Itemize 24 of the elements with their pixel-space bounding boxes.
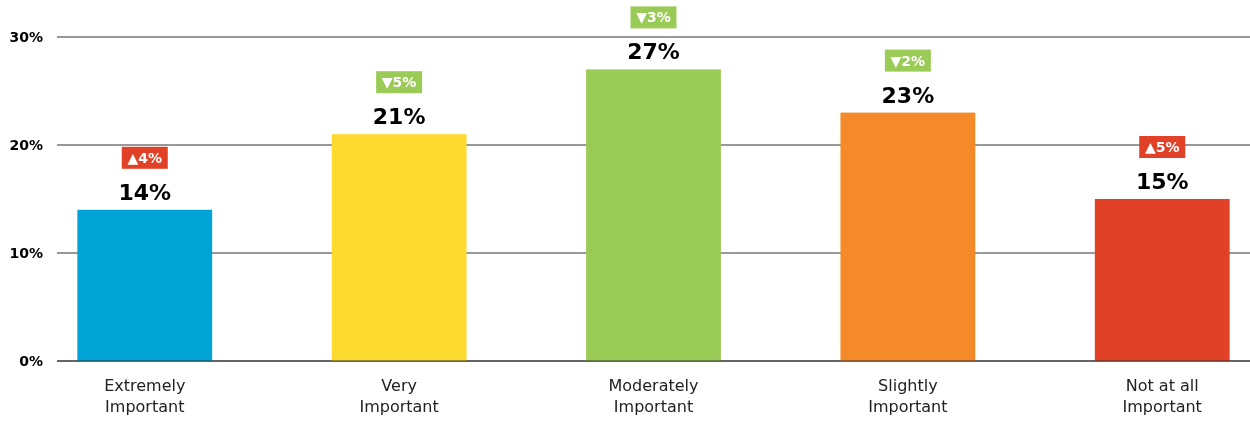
data-label: 15% xyxy=(1135,169,1189,194)
data-label: 27% xyxy=(627,39,680,65)
annotation: ▲4% xyxy=(127,149,163,166)
x-tick-label: Not at all Important xyxy=(1122,376,1202,416)
data-label: 21% xyxy=(372,104,426,130)
x-tick-label: Extremely Important xyxy=(104,376,186,416)
bar xyxy=(77,209,213,361)
bar xyxy=(331,134,467,361)
x-tick-label: Slightly Important xyxy=(868,376,948,416)
x-tick-label: Very Important xyxy=(359,376,439,416)
text: ▼3% xyxy=(636,9,671,26)
y-tick-label: 30% xyxy=(9,28,43,45)
bar xyxy=(840,112,976,361)
y-tick-label: 0% xyxy=(19,352,43,369)
annotation: ▼5% xyxy=(381,74,417,91)
bar xyxy=(586,69,721,361)
y-tick-label: 20% xyxy=(9,136,43,153)
y-tick-label: 10% xyxy=(9,244,43,261)
bar xyxy=(1094,199,1230,361)
annotation: ▲5% xyxy=(1144,138,1180,155)
data-label: 23% xyxy=(881,82,935,108)
data-label: 14% xyxy=(118,179,172,205)
x-tick-label: Moderately Important xyxy=(608,376,699,416)
annotation: ▼2% xyxy=(890,52,926,69)
